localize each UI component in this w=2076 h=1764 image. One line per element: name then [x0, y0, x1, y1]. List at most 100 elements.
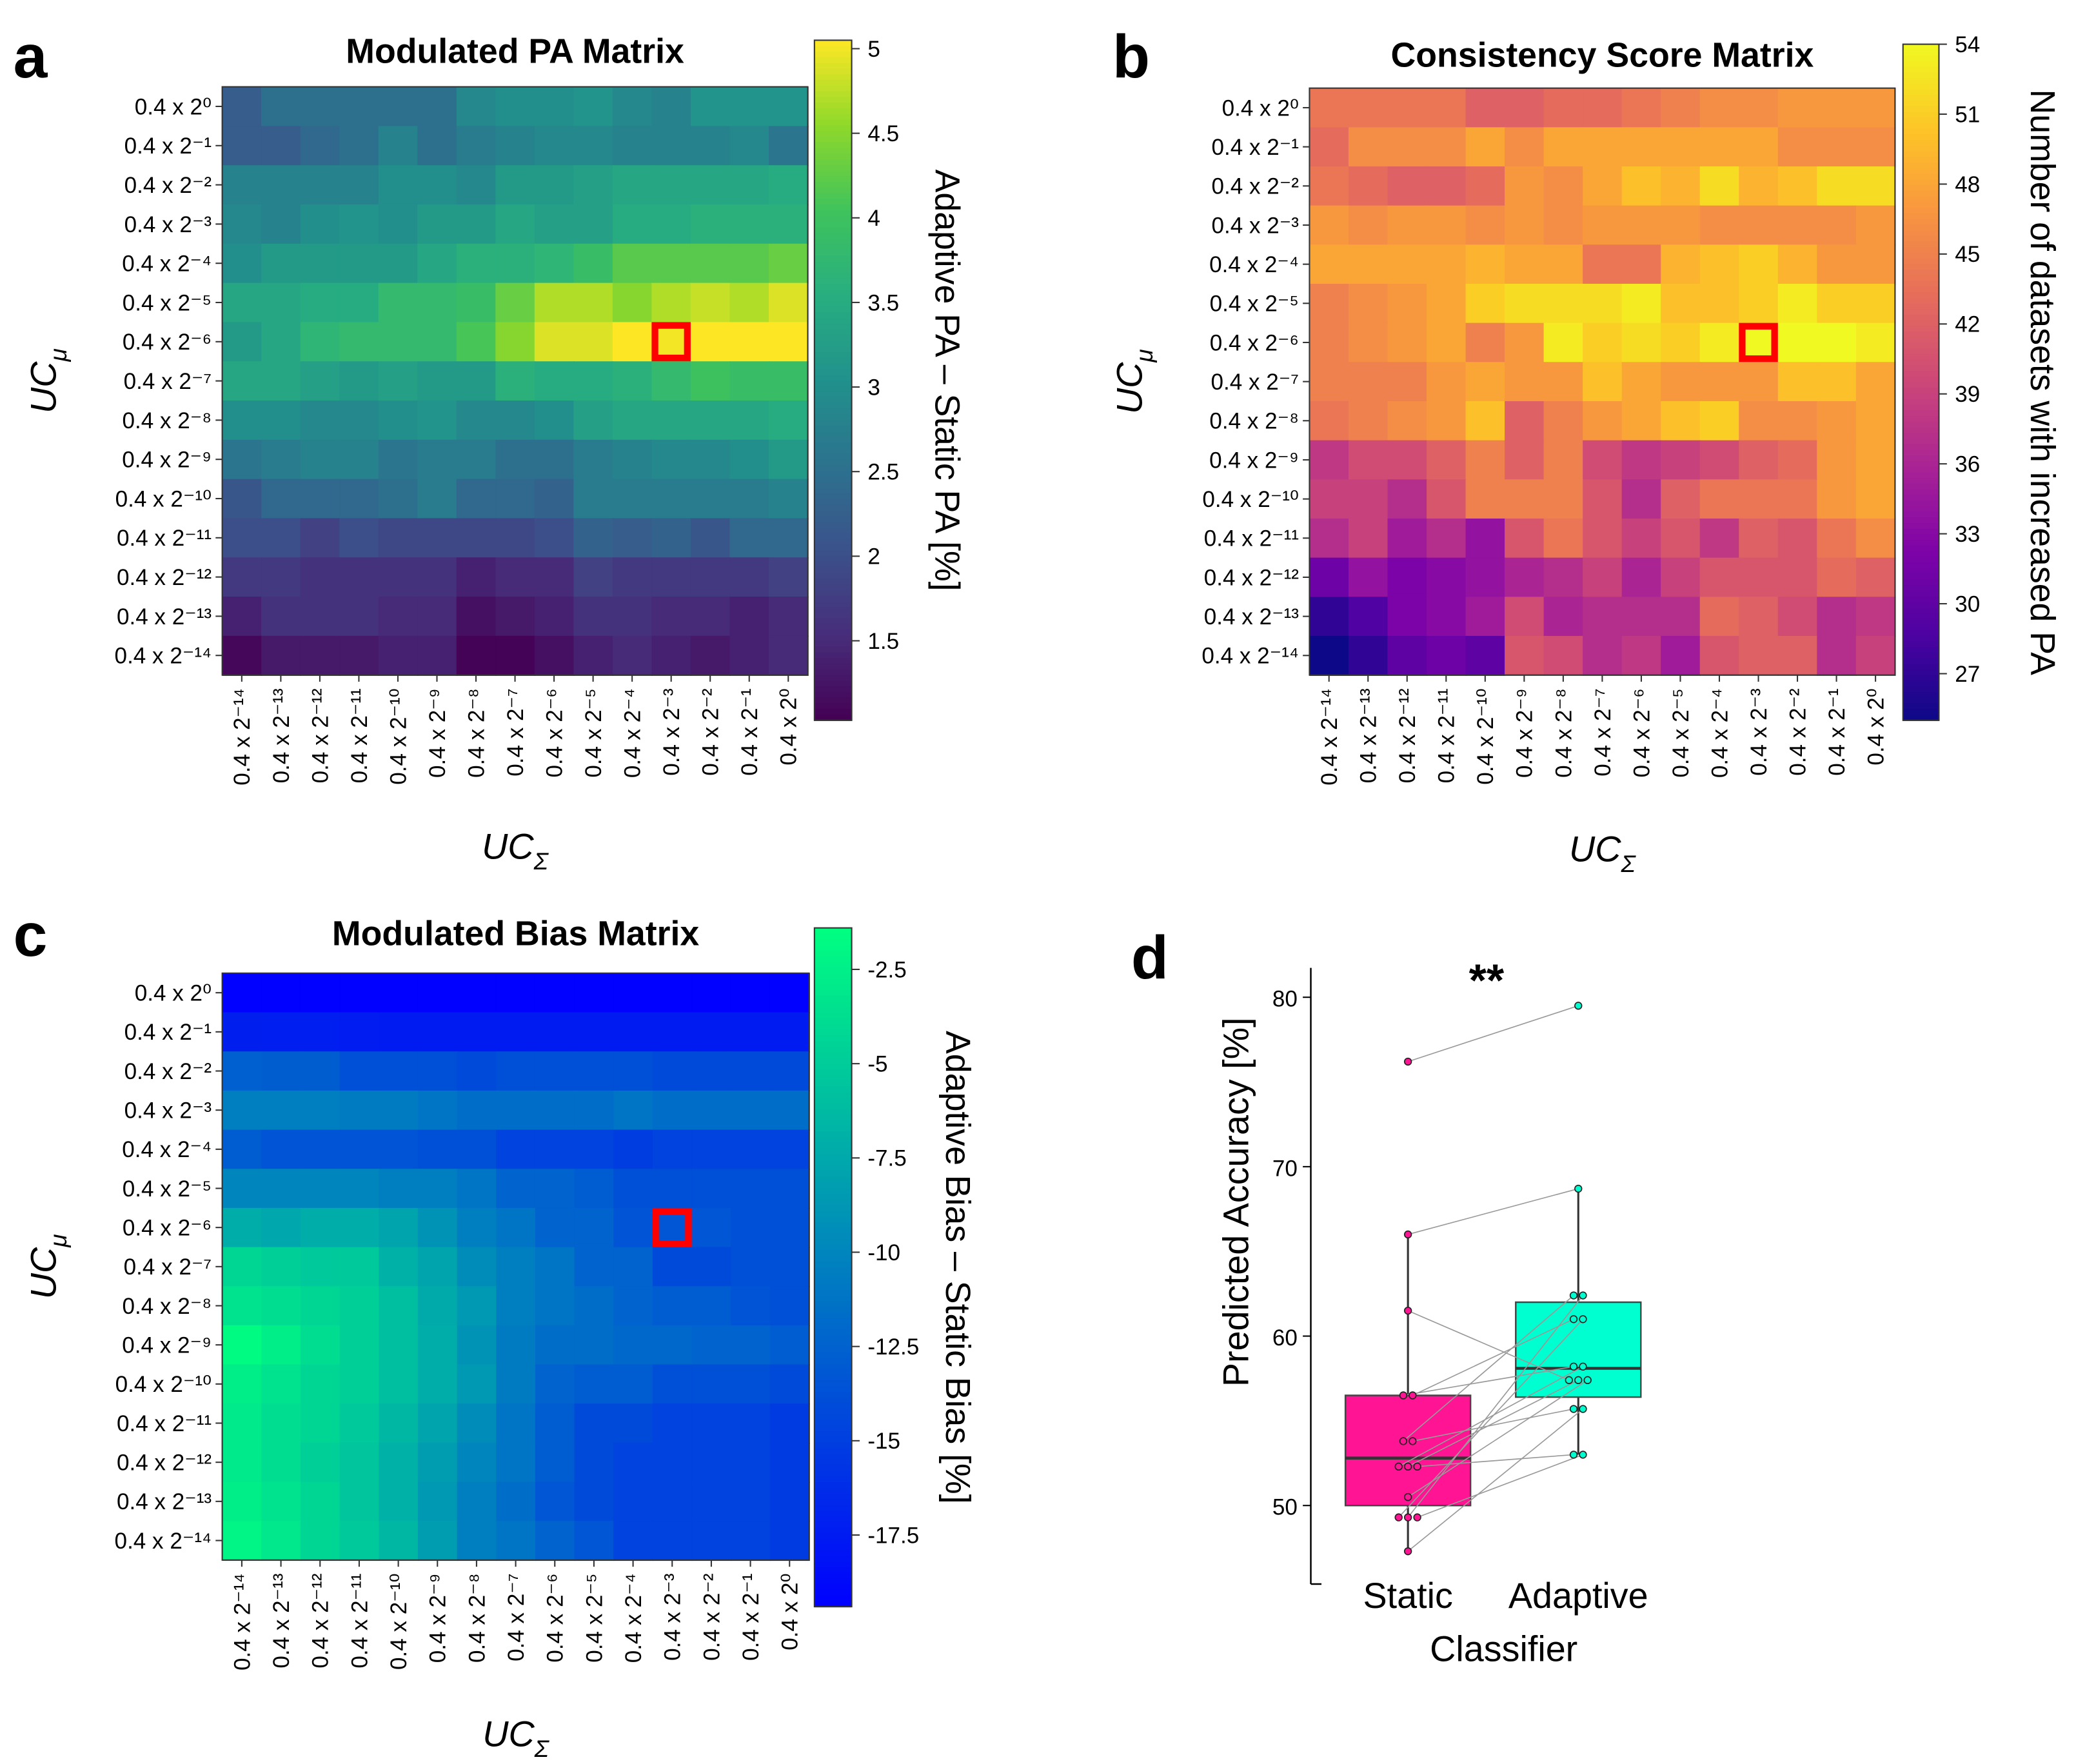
x-axis-title-main: UC	[482, 1714, 535, 1754]
heatmap-cell	[1387, 244, 1428, 285]
heatmap-cell	[1427, 597, 1467, 637]
heatmap-cell	[417, 86, 458, 127]
colorbar-segment	[814, 1358, 852, 1364]
heatmap-cell	[573, 282, 614, 323]
heatmap-cell	[1699, 635, 1740, 676]
colorbar-segment	[1903, 703, 1939, 710]
colorbar-segment	[814, 640, 852, 648]
heatmap-cell	[1699, 479, 1740, 520]
y-tick-label: 0.4 x 2⁻¹³	[117, 604, 212, 629]
colorbar-segment	[814, 1154, 852, 1161]
colorbar-segment	[814, 357, 852, 364]
data-point-adaptive	[1569, 1291, 1578, 1300]
heatmap-cell	[613, 1482, 654, 1522]
pair-line	[1407, 1380, 1588, 1498]
heatmap-cell	[731, 1207, 771, 1248]
heatmap-cell	[379, 1247, 419, 1287]
data-point-adaptive	[1583, 1376, 1592, 1385]
heatmap-cell	[690, 479, 731, 519]
heatmap-cell	[339, 1090, 380, 1131]
heatmap-cell	[300, 243, 341, 284]
heatmap-cell	[222, 401, 262, 441]
chart-title: Consistency Score Matrix	[1390, 36, 1814, 75]
heatmap-cell	[573, 557, 614, 598]
heatmap-cell	[1427, 362, 1467, 402]
data-point-static	[1394, 1513, 1403, 1521]
colorbar-segment	[814, 1465, 852, 1472]
x-tick-label: 0.4 x 2⁻¹⁴	[1317, 688, 1342, 786]
pair-line	[1403, 1366, 1574, 1396]
heatmap-cell	[261, 243, 301, 284]
heatmap-cell	[1427, 518, 1467, 559]
heatmap-cell	[1621, 362, 1662, 402]
colorbar-segment	[814, 1250, 852, 1257]
heatmap-cell	[1699, 401, 1740, 441]
heatmap-cell	[261, 635, 301, 676]
colorbar-segment	[1903, 61, 1939, 68]
heatmap-cell	[768, 479, 809, 519]
data-point-static	[1403, 1492, 1412, 1501]
highlight-box	[651, 322, 691, 362]
y-axis-title: UCμ	[1109, 349, 1158, 414]
y-tick-label: 0.4 x 2⁻¹⁴	[115, 644, 212, 669]
heatmap-cell	[1817, 362, 1857, 402]
colorbar-segment	[814, 1510, 852, 1517]
heatmap-cell	[496, 1247, 537, 1287]
colorbar-segment	[814, 1436, 852, 1443]
heatmap-cell	[1465, 479, 1506, 520]
heatmap-cell	[300, 1090, 341, 1131]
heatmap-cell	[457, 1403, 497, 1444]
colorbar-segment	[814, 114, 852, 121]
heatmap-cell	[1543, 635, 1584, 676]
heatmap-cell	[1309, 127, 1350, 168]
heatmap-cell	[1621, 88, 1662, 128]
colorbar-segment	[1903, 332, 1939, 338]
colorbar-segment	[814, 323, 852, 330]
heatmap-cell	[1427, 635, 1467, 676]
y-tick-label: 0.4 x 2⁻⁶	[123, 1216, 212, 1241]
heatmap-cell	[1739, 88, 1779, 128]
colorbar-segment	[1903, 686, 1939, 693]
heatmap-cell	[261, 439, 301, 480]
colorbar-segment	[814, 164, 852, 172]
y-tick-label: 0.4 x 2⁻⁷	[1211, 370, 1298, 395]
heatmap-cell	[1348, 518, 1389, 559]
heatmap-cell	[1543, 440, 1584, 481]
highlight-box	[652, 1207, 692, 1247]
heatmap-cell	[651, 204, 692, 245]
heatmap-cell	[379, 1169, 419, 1209]
colorbar-segment	[1903, 44, 1939, 51]
heatmap-cell	[1621, 440, 1662, 481]
colorbar-segment	[1903, 433, 1939, 440]
colorbar-segment	[814, 295, 852, 302]
x-axis-title-main: UC	[1569, 829, 1621, 869]
colorbar-segment	[814, 709, 852, 716]
colorbar-segment	[814, 1239, 852, 1245]
colorbar-segment	[814, 182, 852, 188]
y-tick-label: 0.4 x 2⁻¹²	[1204, 565, 1299, 590]
x-tick-label: 0.4 x 2⁻¹²	[1395, 688, 1420, 783]
x-tick-label: 0.4 x 2⁻⁵	[582, 1573, 607, 1662]
colorbar-segment	[814, 1431, 852, 1438]
colorbar-segment	[814, 1335, 852, 1342]
colorbar-segment	[1903, 635, 1939, 642]
colorbar-segment	[814, 927, 852, 935]
colorbar-segment	[814, 1323, 852, 1331]
heatmap-cell	[300, 557, 341, 598]
y-tick-label: 60	[1272, 1325, 1298, 1351]
heatmap-cell	[535, 1364, 575, 1405]
heatmap-cell	[1465, 283, 1506, 324]
heatmap-cell	[1427, 88, 1467, 128]
heatmap-cell	[769, 1012, 810, 1053]
heatmap-cell	[456, 204, 497, 245]
heatmap-cell	[652, 1129, 693, 1170]
heatmap-cell	[417, 1325, 458, 1365]
heatmap-cell	[456, 518, 497, 559]
heatmap-cell	[222, 557, 262, 598]
heatmap-cell	[612, 322, 653, 362]
colorbar-segment	[814, 1289, 852, 1296]
data-point-static	[1409, 1437, 1417, 1445]
heatmap-cell	[222, 282, 262, 323]
heatmap-cell	[691, 1442, 732, 1483]
heatmap-cell	[339, 1169, 380, 1209]
